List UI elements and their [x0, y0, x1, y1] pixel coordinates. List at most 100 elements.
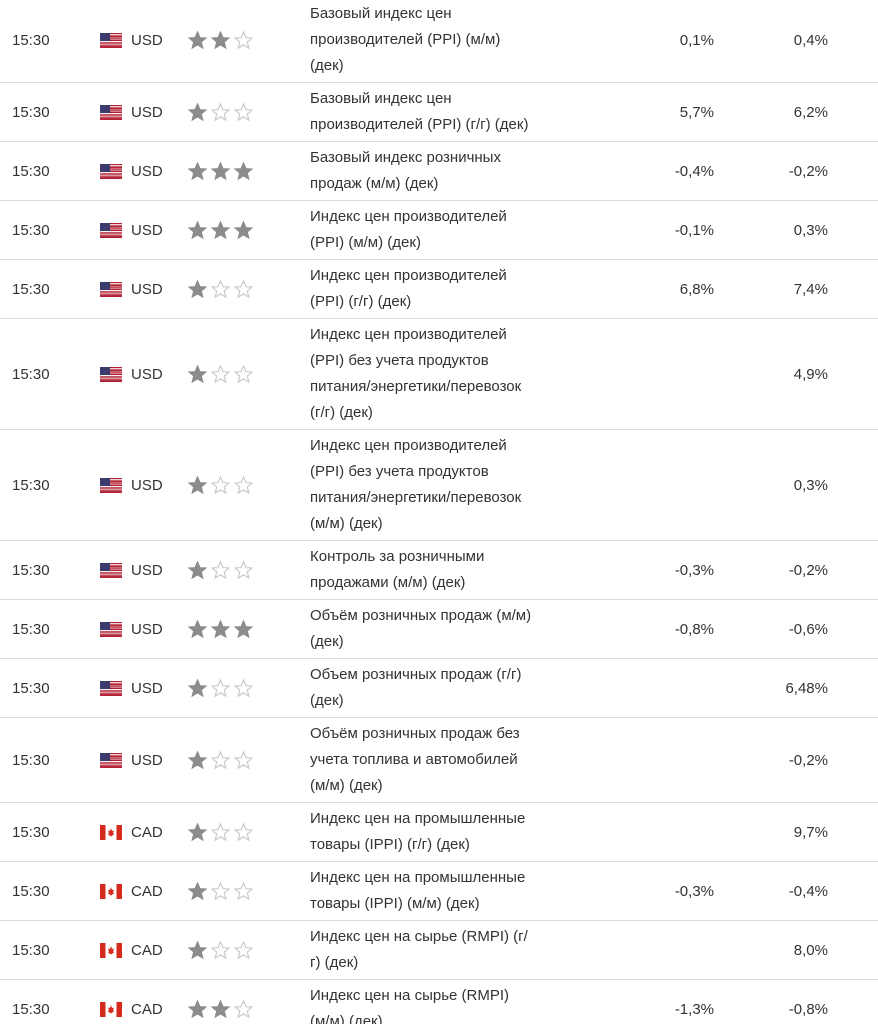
event-line: питания/энергетики/перевозок	[310, 378, 522, 395]
event-time: 15:30	[12, 882, 50, 900]
flag-icon	[100, 222, 122, 238]
calendar-row: 15:30 USD Объем розничных продаж (г/г) (дек…	[0, 659, 878, 718]
event-name: Индекс цен на сырье (RMPI) (г/г) (дек)	[310, 924, 610, 976]
importance-stars	[188, 620, 310, 638]
event-line: Контроль за розничными	[310, 548, 485, 565]
importance-star	[211, 31, 230, 49]
calendar-row: 15:30 CAD Индекс цен на сырье (RMPI) (г/г)…	[0, 921, 878, 980]
importance-star	[188, 751, 207, 769]
importance-star	[188, 561, 207, 579]
event-name: Индекс цен производителей (PPI) без учета…	[310, 322, 610, 426]
event-line: Индекс цен на промышленные	[310, 810, 526, 827]
previous-value: -0,8%	[788, 1000, 828, 1018]
event-name: Индекс цен производителей (PPI) (г/г) (де…	[310, 263, 610, 315]
event-time: 15:30	[12, 162, 50, 180]
forecast-value: 6,8%	[679, 280, 714, 298]
importance-stars	[188, 365, 310, 383]
previous-value: -0,2%	[788, 561, 828, 579]
event-line: (PPI) без учета продуктов	[310, 463, 489, 480]
event-name: Базовый индекс цен производителей (PPI) (…	[310, 86, 610, 138]
importance-star	[211, 1000, 230, 1018]
forecast-value: -0,1%	[674, 221, 714, 239]
flag-icon	[100, 883, 122, 899]
event-line: производителей (PPI) (г/г) (дек)	[310, 116, 529, 133]
event-line: Базовый индекс розничных	[310, 149, 501, 166]
event-line: (PPI) (м/м) (дек)	[310, 234, 421, 251]
previous-value: 4,9%	[793, 365, 828, 383]
event-line: (м/м) (дек)	[310, 515, 383, 532]
currency: USD	[100, 680, 188, 697]
forecast-value: 5,7%	[679, 103, 714, 121]
event-line: (дек)	[310, 633, 344, 650]
currency: USD	[100, 621, 188, 638]
importance-stars	[188, 1000, 310, 1018]
flag-icon	[100, 163, 122, 179]
event-line: производителей (PPI) (м/м)	[310, 31, 501, 48]
event-line: (PPI) (г/г) (дек)	[310, 293, 412, 310]
importance-star	[211, 162, 230, 180]
flag-icon	[100, 366, 122, 382]
event-line: Индекс цен производителей	[310, 267, 507, 284]
importance-star	[188, 823, 207, 841]
flag-icon	[100, 32, 122, 48]
importance-star	[211, 365, 230, 383]
importance-star	[188, 221, 207, 239]
currency-code: USD	[131, 31, 163, 49]
previous-value: 0,3%	[793, 476, 828, 494]
event-line: Базовый индекс цен	[310, 5, 452, 22]
event-line: Объём розничных продаж (м/м)	[310, 607, 532, 624]
event-time: 15:30	[12, 103, 50, 121]
currency: USD	[100, 366, 188, 383]
calendar-row: 15:30 USD Индекс цен производителей (PPI) б…	[0, 319, 878, 430]
event-time: 15:30	[12, 620, 50, 638]
currency: USD	[100, 477, 188, 494]
event-name: Объём розничных продаж без учета топлива …	[310, 721, 610, 799]
event-line: Индекс цен производителей	[310, 437, 507, 454]
forecast-value: -0,4%	[674, 162, 714, 180]
previous-value: 9,7%	[793, 823, 828, 841]
importance-star	[211, 221, 230, 239]
calendar-row: 15:30 CAD Индекс цен на сырье (RMPI) (м/м) …	[0, 980, 878, 1024]
forecast-value: -0,3%	[674, 561, 714, 579]
currency: USD	[100, 104, 188, 121]
importance-star	[234, 476, 253, 494]
currency: USD	[100, 163, 188, 180]
importance-stars	[188, 751, 310, 769]
forecast-value: -0,3%	[674, 882, 714, 900]
currency-code: CAD	[131, 823, 163, 841]
forecast-value: 0,1%	[679, 31, 714, 49]
previous-value: 7,4%	[793, 280, 828, 298]
currency-code: CAD	[131, 882, 163, 900]
importance-star	[188, 103, 207, 121]
currency: USD	[100, 562, 188, 579]
event-line: (дек)	[310, 57, 344, 74]
importance-stars	[188, 679, 310, 697]
importance-star	[211, 620, 230, 638]
event-line: г) (дек)	[310, 954, 359, 971]
previous-value: 6,48%	[785, 679, 828, 697]
event-time: 15:30	[12, 561, 50, 579]
currency-code: USD	[131, 103, 163, 121]
importance-star	[234, 882, 253, 900]
currency-code: USD	[131, 751, 163, 769]
importance-stars	[188, 103, 310, 121]
event-name: Базовый индекс цен производителей (PPI) (…	[310, 1, 610, 79]
currency: CAD	[100, 1001, 188, 1018]
importance-star	[234, 620, 253, 638]
importance-star	[234, 561, 253, 579]
importance-stars	[188, 31, 310, 49]
importance-stars	[188, 561, 310, 579]
event-line: продажами (м/м) (дек)	[310, 574, 466, 591]
event-time: 15:30	[12, 476, 50, 494]
flag-icon	[100, 1001, 122, 1017]
importance-star	[234, 103, 253, 121]
event-time: 15:30	[12, 941, 50, 959]
currency: USD	[100, 222, 188, 239]
importance-star	[211, 941, 230, 959]
event-time: 15:30	[12, 365, 50, 383]
event-name: Контроль за розничными продажами (м/м) (д…	[310, 544, 610, 596]
importance-star	[234, 162, 253, 180]
previous-value: -0,6%	[788, 620, 828, 638]
importance-star	[188, 365, 207, 383]
